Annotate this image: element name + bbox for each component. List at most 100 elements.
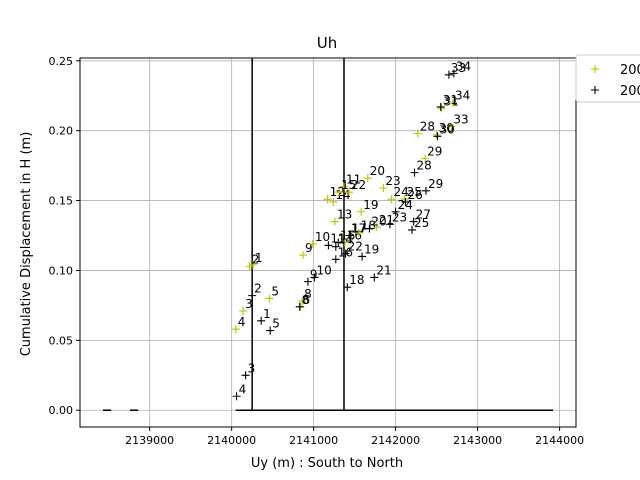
legend: 200200 — [575, 54, 640, 103]
data-point-label: 23 — [385, 174, 400, 188]
y-tick-label: 0.20 — [49, 125, 74, 138]
data-point-marker — [408, 225, 417, 234]
data-point-label: 22 — [348, 240, 363, 254]
data-point-marker — [363, 174, 372, 183]
data-point-marker — [432, 130, 441, 139]
data-point-marker — [345, 231, 354, 240]
data-point-marker — [329, 197, 338, 206]
data-point-marker — [266, 326, 275, 335]
series-2: 1234589101114151617181920212223242526272… — [232, 59, 471, 401]
data-point-marker — [433, 132, 442, 141]
x-axis-ticks: 2139000 2140000 2141000 2142000 2143000 21440… — [125, 427, 584, 447]
data-point-label: 1 — [263, 307, 271, 321]
data-point-label: 6 — [303, 293, 311, 307]
data-point-marker — [354, 228, 363, 237]
data-point-marker — [387, 195, 396, 204]
data-point-marker — [231, 325, 240, 334]
data-point-marker — [248, 260, 257, 269]
data-point-marker — [331, 255, 340, 264]
data-point-label: 17 — [351, 222, 366, 236]
data-point-label: 3 — [245, 297, 253, 311]
y-tick-label: 0.25 — [49, 55, 74, 68]
data-point-label: 10 — [316, 263, 331, 277]
data-point-label: 34 — [455, 89, 470, 103]
data-point-marker — [357, 207, 366, 216]
data-point-marker — [330, 217, 339, 226]
data-point-label: 8 — [304, 287, 312, 301]
data-point-marker — [298, 251, 307, 260]
data-point-marker — [245, 262, 254, 271]
y-tick-label: 0.00 — [49, 404, 74, 417]
data-point-marker — [372, 223, 381, 232]
data-point-label: 29 — [427, 145, 442, 159]
x-tick-label: 2141000 — [289, 434, 338, 447]
data-point-label: 2 — [254, 282, 262, 296]
data-point-marker — [295, 302, 304, 311]
data-point-label: 19 — [363, 198, 378, 212]
data-point-marker — [436, 102, 445, 111]
data-point-label: 27 — [416, 208, 431, 222]
data-point-marker — [308, 239, 317, 248]
data-point-label: 2 — [252, 252, 260, 266]
data-point-label: 5 — [272, 317, 280, 331]
data-point-label: 9 — [310, 268, 318, 282]
data-point-marker — [444, 70, 453, 79]
data-point-marker — [391, 207, 400, 216]
data-point-label: 9 — [305, 241, 313, 255]
data-point-marker — [370, 273, 379, 282]
data-point-marker — [241, 371, 250, 380]
data-point-label: 20 — [371, 215, 386, 229]
data-point-marker — [343, 283, 352, 292]
data-point-marker — [365, 224, 374, 233]
data-point-marker — [310, 273, 319, 282]
data-point-marker — [344, 188, 353, 197]
data-point-marker — [409, 217, 418, 226]
data-point-label: 26 — [407, 188, 422, 202]
data-point-label: 10 — [315, 230, 330, 244]
legend-marker — [591, 65, 599, 73]
data-point-label: 33 — [451, 61, 466, 75]
data-point-label: 5 — [271, 284, 279, 298]
y-axis-label: Cumulative Displacement in H (m) — [19, 132, 34, 357]
data-point-label: 18 — [349, 273, 364, 287]
data-point-label: 15 — [341, 178, 356, 192]
reference-lines — [102, 58, 554, 411]
data-point-label: 30 — [439, 122, 454, 136]
data-point-marker — [298, 297, 307, 306]
data-point-marker — [410, 168, 419, 177]
data-point-label: 11 — [346, 173, 361, 187]
data-point-marker — [324, 241, 333, 250]
data-point-marker — [248, 291, 257, 300]
y-tick-label: 0.15 — [49, 195, 74, 208]
data-point-marker — [437, 104, 446, 113]
data-point-label: 31 — [444, 94, 459, 108]
data-point-label: 25 — [414, 216, 429, 230]
data-point-label: 8 — [302, 293, 310, 307]
x-tick-label: 2144000 — [535, 434, 584, 447]
data-point-label: 13 — [337, 208, 352, 222]
data-point-marker — [413, 129, 422, 138]
data-point-label: 28 — [416, 159, 431, 173]
data-point-marker — [449, 69, 458, 78]
data-point-marker — [421, 154, 430, 163]
axes-frame — [79, 57, 577, 428]
data-point-label: 31 — [443, 93, 458, 107]
x-tick-label: 2139000 — [125, 434, 174, 447]
legend-label: 200 — [620, 84, 640, 99]
x-tick-label: 2142000 — [371, 434, 420, 447]
data-point-marker — [339, 182, 348, 191]
data-point-label: 11 — [330, 231, 345, 245]
x-tick-label: 2143000 — [453, 434, 502, 447]
y-axis-ticks: 0.00 0.05 0.10 0.15 0.20 0.25 — [49, 55, 80, 417]
data-point-label: 19 — [364, 242, 379, 256]
data-point-label: 25 — [407, 185, 422, 199]
data-point-label: 17 — [352, 222, 367, 236]
data-point-marker — [323, 195, 332, 204]
chart-title: Uh — [317, 34, 338, 52]
data-point-marker — [449, 98, 458, 107]
y-tick-label: 0.05 — [49, 334, 74, 347]
